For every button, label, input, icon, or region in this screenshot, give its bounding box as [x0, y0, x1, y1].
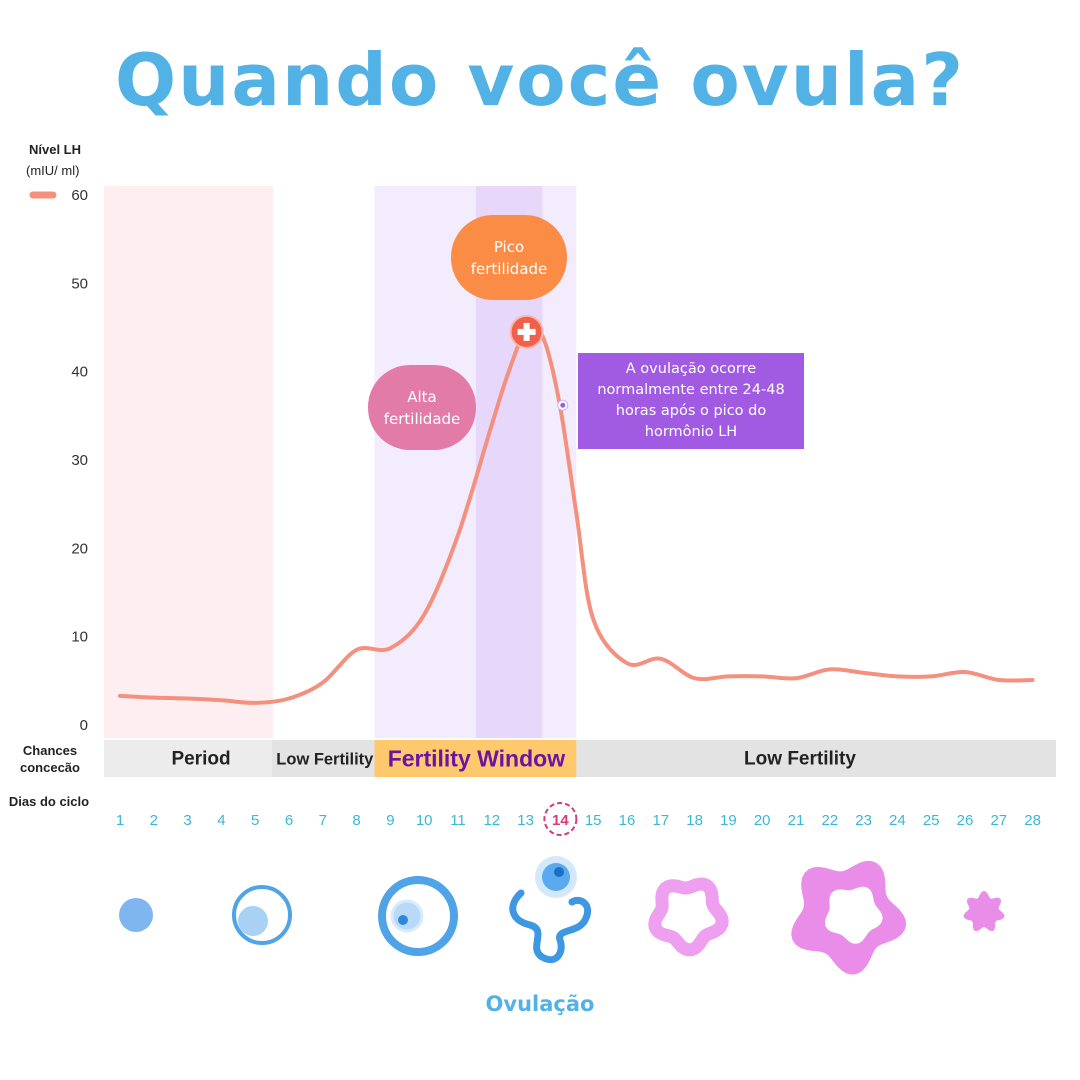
day-label: 13	[517, 812, 534, 829]
ovulation-label: Ovulação	[485, 992, 595, 1016]
corpus-luteum-icon	[791, 860, 907, 975]
phase-label: Low Fertility	[276, 751, 374, 769]
day-label: 11	[450, 812, 466, 829]
high-fertility-bubble: Alta fertilidade	[368, 365, 476, 450]
day-label: 15	[585, 812, 602, 829]
y-tick-label: 40	[71, 364, 88, 381]
small-follicle-icon	[119, 898, 153, 932]
day-label: 17	[652, 812, 669, 829]
day-label: 21	[788, 812, 805, 829]
day-label: 23	[855, 812, 872, 829]
day-label: 22	[821, 812, 838, 829]
day-label: 6	[285, 812, 293, 829]
phase-row-label: Chances concecão	[20, 743, 80, 775]
y-tick-label: 50	[71, 275, 88, 292]
page-title: Quando você ovula?	[114, 38, 966, 122]
day-label: 28	[1024, 812, 1041, 829]
day-label: 19	[720, 812, 737, 829]
day-label: 26	[957, 812, 974, 829]
day-label: 16	[619, 812, 636, 829]
y-tick-label: 60	[71, 187, 88, 204]
y-tick-label: 0	[80, 717, 88, 734]
day-label: 25	[923, 812, 940, 829]
day-label: 9	[386, 812, 394, 829]
day-label: 24	[889, 812, 906, 829]
phase-label: Low Fertility	[744, 749, 856, 770]
mature-follicle-icon	[378, 876, 458, 956]
fertility-window-phase-bg	[374, 740, 577, 777]
day-label: 2	[150, 812, 158, 829]
day-label: 27	[990, 812, 1007, 829]
day-14-highlight	[543, 802, 578, 836]
day-label: 20	[754, 812, 771, 829]
growing-follicle-icon	[232, 885, 292, 945]
y-tick-label: 10	[71, 629, 88, 646]
period-phase-bg	[104, 740, 273, 777]
day-row-label: Dias do ciclo	[8, 794, 90, 809]
y-axis-title: Nível LH	[29, 142, 82, 157]
peak-fertility-bubble: Pico fertilidade	[451, 215, 567, 300]
day-label: 1	[116, 812, 124, 829]
day-label: 7	[319, 812, 327, 829]
y-axis-unit: (mIU/ ml)	[26, 163, 80, 178]
day-label: 5	[251, 812, 259, 829]
phase-label: Period	[171, 749, 230, 770]
y-tick-label: 30	[71, 452, 88, 469]
ovulation-icon	[509, 856, 591, 964]
day-label: 3	[183, 812, 191, 829]
early-corpus-luteum-icon	[648, 877, 729, 957]
peak-plus-v	[523, 322, 530, 341]
day-label: 12	[483, 812, 500, 829]
day-label: 8	[352, 812, 360, 829]
corpus-albicans-icon	[963, 891, 1005, 932]
period-band	[104, 186, 274, 738]
ovulation-marker-dot	[560, 402, 566, 408]
phase-label: Fertility Window	[388, 746, 566, 772]
day-label: 4	[217, 812, 225, 829]
day-label: 18	[686, 812, 703, 829]
ovulation-note-box: A ovulação ocorre normalmente entre 24-4…	[578, 353, 804, 449]
day-label: 10	[416, 812, 433, 829]
y-tick-label: 20	[71, 540, 88, 557]
day-label: 14	[552, 812, 569, 829]
